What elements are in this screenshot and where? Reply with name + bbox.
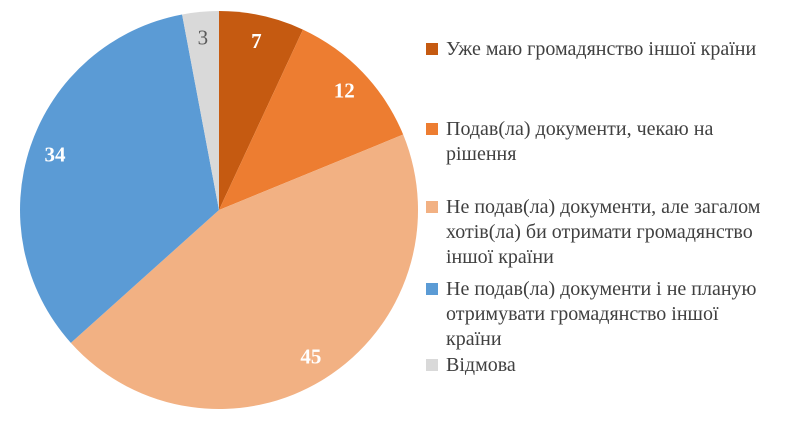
legend-item-not-submitted-no-plans: Не подав(ла) документи і не планую отрим… — [426, 277, 798, 352]
legend-item-refusal: Відмова — [426, 353, 798, 378]
legend-label: Не подав(ла) документи і не планую отрим… — [446, 278, 757, 350]
legend-swatch-orange — [426, 123, 438, 135]
pie-value-label-5: 3 — [198, 26, 209, 50]
pie-slice-4 — [20, 14, 219, 343]
legend-swatch-blue — [426, 283, 438, 295]
legend-swatch-dark-orange — [426, 43, 438, 55]
pie-slice-2 — [219, 29, 404, 210]
legend-swatch-gray — [426, 359, 438, 371]
pie-slice-3 — [70, 134, 419, 410]
legend-item-submitted-documents: Подав(ла) документи, чекаю на рішення — [426, 117, 798, 167]
pie-slice-5 — [182, 11, 219, 210]
legend-item-already-have-citizenship: Уже маю громадянство іншої країни — [426, 37, 798, 62]
legend: Уже маю громадянство іншої країни Подав(… — [426, 0, 800, 430]
pie-value-label-4: 34 — [45, 143, 67, 167]
legend-label: Уже маю громадянство іншої країни — [446, 38, 757, 60]
pie-chart: 7 12 45 34 3 — [20, 11, 419, 410]
pie-value-label-2: 12 — [334, 79, 355, 103]
pie-slice-1 — [219, 11, 303, 210]
legend-item-not-submitted-but-wants: Не подав(ла) документи, але загалом хоті… — [426, 195, 798, 270]
legend-swatch-tan — [426, 201, 438, 213]
legend-label: Подав(ла) документи, чекаю на рішення — [446, 118, 714, 165]
legend-label: Відмова — [446, 354, 516, 376]
pie-value-label-3: 45 — [300, 345, 321, 369]
legend-label: Не подав(ла) документи, але загалом хоті… — [446, 196, 761, 268]
pie-value-label-1: 7 — [251, 29, 262, 53]
